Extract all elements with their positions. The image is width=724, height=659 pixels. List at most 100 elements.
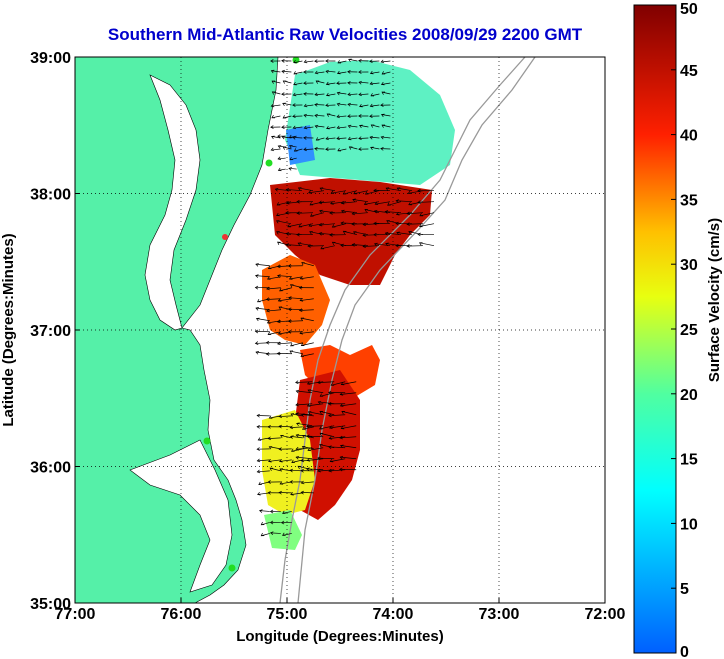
bathymetry-contour-2 xyxy=(297,57,536,603)
velocity-arrowhead xyxy=(307,389,312,393)
velocity-arrowhead xyxy=(265,297,270,302)
velocity-arrowhead xyxy=(277,241,281,245)
velocity-arrowhead xyxy=(300,468,304,473)
velocity-arrowhead xyxy=(299,276,304,280)
velocity-arrowhead xyxy=(325,136,329,141)
velocity-arrow xyxy=(268,437,281,439)
velocity-arrowhead xyxy=(276,231,280,235)
velocity-arrow xyxy=(277,201,292,206)
velocity-arrow xyxy=(419,212,435,217)
velocity-arrowhead xyxy=(276,202,281,206)
velocity-arrow xyxy=(347,103,358,106)
velocity-arrow xyxy=(309,231,325,236)
velocity-arrowhead xyxy=(348,146,353,150)
velocity-arrow xyxy=(341,425,357,429)
velocity-arrow xyxy=(408,190,424,194)
velocity-arrowhead xyxy=(277,134,281,138)
velocity-arrowhead xyxy=(280,434,284,439)
x-tick-label: 77:00 xyxy=(55,606,96,623)
velocity-arrow xyxy=(337,103,347,106)
velocity-arrowhead xyxy=(336,91,341,96)
velocity-arrowhead xyxy=(298,285,303,290)
velocity-arrowhead xyxy=(301,446,306,450)
velocity-arrow xyxy=(255,275,270,278)
velocity-arrowhead xyxy=(278,490,282,495)
velocity-arrow xyxy=(306,435,324,438)
velocity-arrowhead xyxy=(270,147,275,152)
velocity-arrowhead xyxy=(341,411,345,415)
velocity-arrowhead xyxy=(295,389,300,394)
velocity-arrowhead xyxy=(279,288,283,292)
velocity-arrowhead xyxy=(339,455,344,460)
velocity-arrowhead xyxy=(306,424,310,429)
velocity-arrowhead xyxy=(301,262,305,266)
velocity-arrowhead xyxy=(258,481,262,485)
velocity-arrowhead xyxy=(314,113,318,118)
velocity-arrowhead xyxy=(319,444,323,448)
velocity-arrow xyxy=(320,187,336,192)
grid-lines xyxy=(75,57,605,603)
velocity-arrowhead xyxy=(285,243,290,247)
velocity-arrowhead xyxy=(293,71,298,75)
velocity-arrowhead xyxy=(266,320,271,324)
velocity-arrow xyxy=(340,456,357,460)
velocity-arrow xyxy=(337,71,347,74)
velocity-arrowhead xyxy=(260,521,265,526)
velocity-arrow xyxy=(359,104,369,107)
velocity-arrowhead xyxy=(278,424,283,429)
velocity-arrowhead xyxy=(347,136,352,141)
velocity-arrowhead xyxy=(417,188,421,193)
velocity-arrowhead xyxy=(358,136,362,141)
velocity-arrow xyxy=(370,104,380,107)
velocity-arrowhead xyxy=(347,124,352,129)
velocity-arrow xyxy=(271,115,281,119)
velocity-arrow xyxy=(296,423,313,427)
velocity-arrowhead xyxy=(277,167,282,172)
velocity-arrow xyxy=(281,70,292,73)
velocity-arrow xyxy=(370,71,380,74)
velocity-arrow xyxy=(267,276,281,280)
velocity-arrow xyxy=(317,457,335,460)
velocity-arrow xyxy=(296,456,313,460)
velocity-arrowhead xyxy=(395,199,400,203)
velocity-arrowhead xyxy=(302,434,306,439)
velocity-arrowhead xyxy=(287,307,292,312)
velocity-arrow xyxy=(308,190,325,194)
velocity-arrowhead xyxy=(395,221,399,226)
velocity-patch-blue xyxy=(286,125,315,165)
velocity-arrowhead xyxy=(340,243,344,248)
velocity-arrowhead xyxy=(340,200,345,205)
velocity-arrowhead xyxy=(318,222,323,227)
velocity-arrow xyxy=(287,223,303,228)
velocity-arrowhead xyxy=(277,341,281,346)
velocity-arrowhead xyxy=(339,435,343,440)
velocity-arrowhead xyxy=(325,103,329,108)
velocity-arrow xyxy=(364,209,380,214)
velocity-arrowhead xyxy=(295,433,300,438)
colorbar-tick-label: 40 xyxy=(680,128,698,145)
velocity-arrow xyxy=(330,458,346,462)
velocity-arrow xyxy=(308,411,324,416)
velocity-patch-south-west xyxy=(262,410,315,515)
velocity-arrow xyxy=(271,136,281,139)
velocity-arrowhead xyxy=(328,436,333,440)
velocity-arrow xyxy=(290,492,303,495)
velocity-arrowhead xyxy=(362,244,366,249)
velocity-arrowhead xyxy=(406,244,410,248)
velocity-arrowhead xyxy=(325,59,329,63)
velocity-arrow xyxy=(300,298,314,301)
velocity-arrowhead xyxy=(269,467,274,471)
velocity-arrow xyxy=(337,148,347,152)
velocity-arrow xyxy=(291,448,303,452)
velocity-arrow xyxy=(359,125,369,128)
colorbar xyxy=(633,4,677,654)
velocity-arrow xyxy=(352,212,369,215)
velocity-arrow xyxy=(293,82,303,86)
velocity-arrow xyxy=(282,533,292,536)
velocity-arrowhead xyxy=(265,340,270,345)
velocity-arrowhead xyxy=(289,350,294,354)
velocity-arrowhead xyxy=(303,92,307,96)
velocity-arrowhead xyxy=(326,113,331,117)
velocity-arrowhead xyxy=(256,413,260,418)
station-marker xyxy=(203,437,211,445)
